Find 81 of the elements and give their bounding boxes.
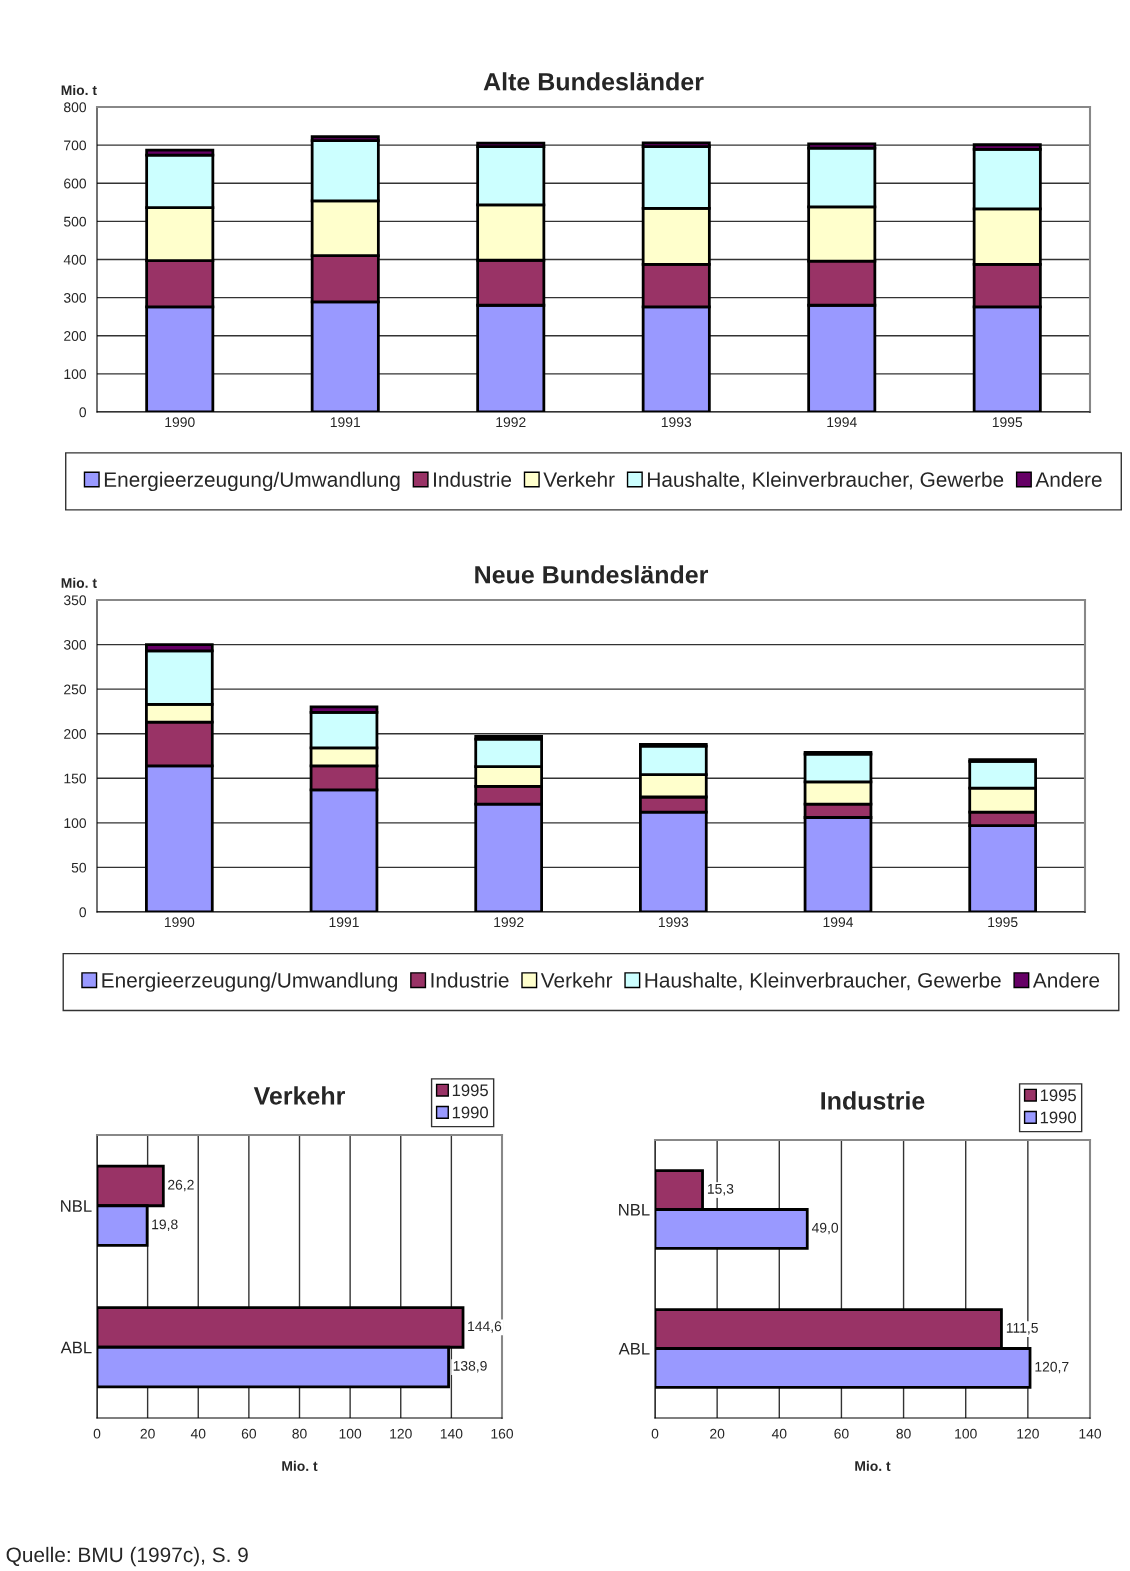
data-label: 144,6	[468, 1321, 502, 1333]
y-tick-label: ABL	[60, 1341, 92, 1354]
x-tick-label: 1990	[165, 417, 195, 428]
y-tick-label: NBL	[61, 1200, 92, 1212]
legend-label: Verkehr	[543, 471, 615, 487]
source-note: Quelle: BMU (1997c), S. 9	[6, 1546, 248, 1567]
x-tick-label: 0	[651, 1428, 659, 1439]
x-tick-label: 140	[1079, 1428, 1102, 1439]
y-tick-label: 800	[64, 102, 87, 113]
legend-label: Verkehr	[540, 972, 613, 988]
x-axis-title: Mio. t	[282, 1460, 318, 1472]
chart-title: Verkehr	[253, 1086, 345, 1105]
y-tick-label: 50	[71, 862, 87, 873]
legend-label: Andere	[1035, 471, 1102, 487]
legend-label: Andere	[1032, 972, 1100, 988]
y-tick-label: 350	[63, 595, 87, 606]
data-label: 15,3	[707, 1183, 734, 1196]
y-tick-label: 600	[64, 178, 87, 189]
y-axis-title: Mio. t	[61, 84, 97, 96]
y-tick-label: 250	[64, 684, 87, 695]
x-tick-label: 20	[710, 1428, 725, 1439]
y-tick-label: 100	[64, 369, 87, 380]
y-tick-label: ABL	[618, 1343, 650, 1355]
x-tick-label: 100	[339, 1428, 362, 1439]
x-tick-label: 1994	[823, 917, 854, 928]
x-tick-label: 20	[140, 1428, 155, 1439]
x-tick-label: 80	[292, 1428, 307, 1439]
x-tick-label: 100	[955, 1428, 977, 1439]
chart-title: Industrie	[821, 1091, 925, 1110]
x-tick-label: 60	[241, 1428, 257, 1439]
x-tick-label: 1991	[330, 417, 361, 428]
y-tick-label: 500	[63, 216, 87, 227]
y-tick-label: 400	[63, 254, 87, 265]
x-tick-label: 80	[896, 1428, 911, 1439]
x-tick-label: 1992	[494, 917, 524, 928]
y-tick-label: 200	[64, 729, 87, 739]
x-tick-label: 0	[93, 1428, 101, 1439]
x-tick-label: 40	[190, 1428, 206, 1439]
y-tick-label: 700	[64, 140, 87, 151]
x-tick-label: 1994	[827, 417, 857, 428]
x-tick-label: 1993	[658, 917, 689, 928]
x-tick-label: 1991	[329, 917, 359, 928]
legend-label: Energieerzeugung/Umwandlung	[102, 972, 398, 992]
chart-title: Neue Bundesländer	[475, 565, 709, 584]
x-tick-label: 40	[771, 1428, 787, 1439]
data-label: 111,5	[1006, 1323, 1038, 1335]
data-label: 138,9	[453, 1360, 487, 1373]
x-tick-label: 1992	[496, 417, 526, 428]
legend-label: Industrie	[434, 471, 512, 487]
x-tick-label: 120	[1017, 1428, 1039, 1439]
legend-label: 1995	[452, 1084, 488, 1097]
x-axis-title: Mio. t	[855, 1460, 891, 1472]
x-tick-label: 1990	[164, 917, 195, 928]
y-axis-title: Mio. t	[61, 577, 97, 588]
x-tick-label: 160	[491, 1428, 514, 1439]
x-tick-label: 140	[440, 1428, 463, 1439]
x-tick-label: 1995	[988, 917, 1018, 928]
legend-label: Energieerzeugung/Umwandlung	[104, 471, 400, 492]
y-tick-label: 0	[79, 407, 87, 418]
y-tick-label: 300	[63, 292, 87, 303]
x-tick-label: 1995	[992, 417, 1023, 428]
data-label: 26,2	[168, 1179, 194, 1192]
data-label: 19,8	[152, 1219, 178, 1231]
legend-label: Industrie	[431, 972, 509, 988]
y-tick-label: 100	[64, 818, 87, 829]
legend-label: 1990	[452, 1106, 489, 1119]
y-tick-label: 150	[64, 773, 87, 784]
y-tick-label: NBL	[619, 1204, 650, 1216]
chart-title: Alte Bundesländer	[483, 72, 704, 91]
x-tick-label: 1993	[661, 417, 692, 428]
data-label: 49,0	[811, 1222, 839, 1235]
legend-label: Haushalte, Kleinverbraucher, Gewerbe	[648, 471, 1004, 490]
y-tick-label: 0	[79, 907, 87, 918]
data-label: 120,7	[1035, 1361, 1069, 1374]
legend-label: 1990	[1040, 1111, 1077, 1124]
legend-label: Haushalte, Kleinverbraucher, Gewerbe	[645, 972, 1001, 991]
legend-label: 1995	[1040, 1089, 1076, 1102]
x-tick-label: 120	[390, 1428, 412, 1439]
y-tick-label: 200	[64, 331, 87, 341]
y-tick-label: 300	[63, 639, 87, 650]
x-tick-label: 60	[834, 1428, 849, 1439]
